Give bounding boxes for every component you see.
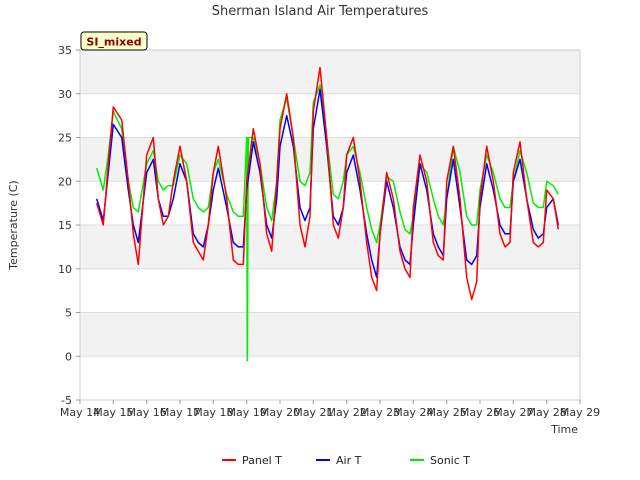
y-tick-label: 15: [58, 219, 72, 232]
y-tick-label: 20: [58, 175, 72, 188]
y-tick-label: 0: [65, 350, 72, 363]
legend-label-air-t: Air T: [336, 454, 362, 467]
x-tick-label: May 14: [60, 406, 100, 419]
x-tick-label: May 22: [327, 406, 367, 419]
site-badge-label: SI_mixed: [86, 36, 141, 49]
y-axis-ticks: -5 0 5 10 15 20 25 30 35: [58, 44, 80, 407]
panel-t-line: [95, 66, 560, 301]
site-badge-box: [80, 31, 148, 51]
plot-band: [80, 50, 580, 94]
x-tick-label: May 23: [360, 406, 400, 419]
legend-label-panel-t: Panel T: [242, 454, 282, 467]
x-tick-label: May 18: [193, 406, 233, 419]
x-axis-title: Time: [550, 423, 578, 436]
x-tick-label: May 24: [393, 406, 433, 419]
y-tick-label: 25: [58, 132, 72, 145]
legend: Panel T Air T Sonic T: [222, 454, 470, 467]
x-tick-label: May 21: [293, 406, 333, 419]
series-lines: [95, 66, 560, 362]
y-tick-label: 30: [58, 88, 72, 101]
plot-band: [80, 356, 580, 400]
x-tick-label: May 16: [127, 406, 167, 419]
y-axis-title: Temperature (C): [7, 180, 20, 270]
y-tick-label: 35: [58, 44, 72, 57]
y-tick-label: 10: [58, 263, 72, 276]
x-tick-label: May 26: [460, 406, 500, 419]
x-tick-label: May 28: [527, 406, 567, 419]
x-tick-label: May 20: [260, 406, 300, 419]
x-tick-label: May 19: [227, 406, 267, 419]
y-tick-label: 5: [65, 307, 72, 320]
x-tick-label: May 27: [493, 406, 533, 419]
plot-band: [80, 225, 580, 269]
x-tick-label: May 29: [560, 406, 600, 419]
plot-band: [80, 268, 580, 313]
x-tick-label: May 25: [427, 406, 467, 419]
x-tick-label: May 15: [93, 406, 133, 419]
plot-band: [80, 93, 580, 138]
chart-title: Sherman Island Air Temperatures: [212, 4, 429, 19]
y-tick-label: -5: [61, 394, 72, 407]
legend-label-sonic-t: Sonic T: [430, 454, 470, 467]
plot-band: [80, 312, 580, 357]
site-badge: SI_mixed: [80, 31, 148, 51]
x-tick-label: May 17: [160, 406, 200, 419]
